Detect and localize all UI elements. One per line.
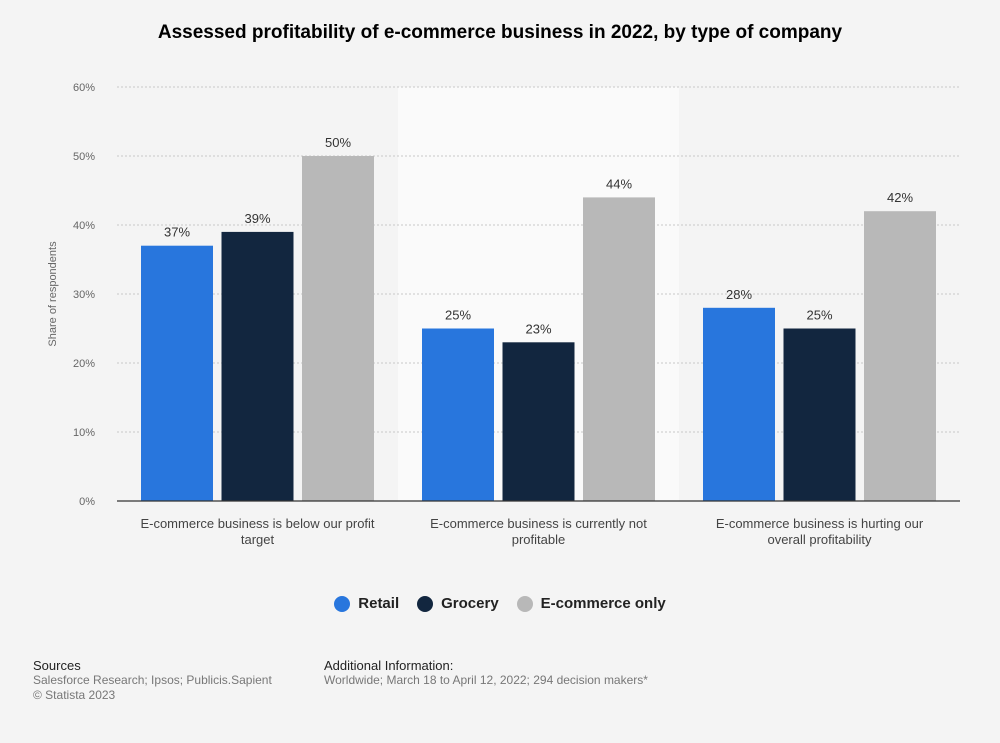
legend-label: Retail [358,595,400,612]
y-tick-label: 20% [73,358,95,370]
data-label: 50% [325,135,351,150]
bar-grocery [502,342,575,501]
sources-text: Salesforce Research; Ipsos; Publicis.Sap… [33,673,272,687]
bar-e-commerce-only [583,197,655,501]
x-tick-label: overall profitability [767,532,872,547]
bar-retail [422,328,494,501]
copyright: © Statista 2023 [33,688,116,702]
x-tick-label: E-commerce business is hurting our [716,516,924,531]
chart-title: Assessed profitability of e-commerce bus… [157,22,843,43]
info-text: Worldwide; March 18 to April 12, 2022; 2… [324,673,648,687]
y-tick-label: 40% [73,220,95,232]
legend-label: E-commerce only [540,595,666,612]
sources-title: Sources [33,658,81,673]
x-tick-label: E-commerce business is currently not [430,516,647,531]
legend-marker [334,595,351,612]
legend: Retail Grocery E-commerce only [0,595,1000,612]
legend-marker [516,595,533,612]
info-title: Additional Information: [324,658,454,673]
data-label: 25% [445,308,471,323]
bar-grocery [221,231,294,501]
data-label: 37% [164,225,190,240]
x-tick-label: profitable [512,532,565,547]
y-tick-label: 60% [73,82,95,94]
bar-retail [141,245,213,501]
data-label: 44% [606,176,632,191]
additional-info-block: Additional Information: Worldwide; March… [324,658,648,688]
data-label: 25% [806,308,832,323]
data-label: 28% [726,287,752,302]
y-axis-label: Share of respondents [47,241,59,347]
x-tick-label: E-commerce business is below our profit [140,516,374,531]
x-tick-label: target [241,532,275,547]
bar-e-commerce-only [302,156,374,501]
bar-retail [703,307,775,501]
bar-e-commerce-only [864,211,936,501]
legend-item[interactable]: E-commerce only [516,595,666,612]
data-label: 39% [244,211,270,226]
data-label: 42% [887,190,913,205]
y-tick-label: 50% [73,151,95,163]
legend-label: Grocery [441,595,499,612]
legend-item[interactable]: Retail [334,595,399,612]
legend-item[interactable]: Grocery [417,595,499,612]
data-label: 23% [525,321,551,336]
bar-grocery [783,328,856,501]
y-tick-label: 30% [73,289,95,301]
y-tick-label: 10% [73,427,95,439]
legend-marker [417,595,434,612]
bar-chart: 0% 10% 20% 30% 40% 50% 60% Share of respondents… [47,82,960,547]
y-tick-label: 0% [79,496,95,508]
sources-block: Sources Salesforce Research; Ipsos; Publ… [33,658,272,703]
